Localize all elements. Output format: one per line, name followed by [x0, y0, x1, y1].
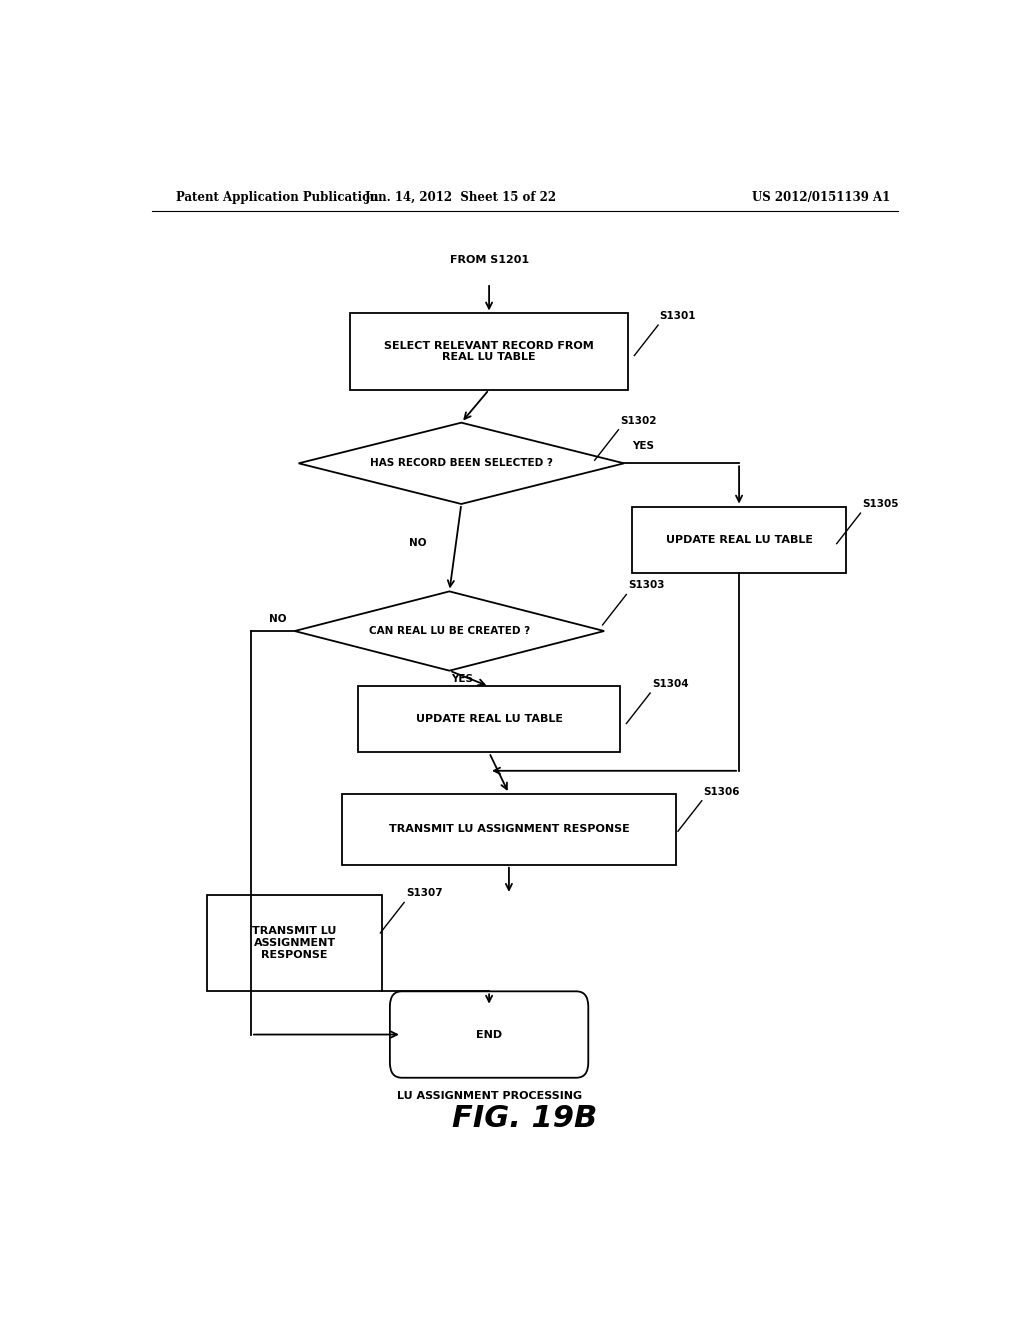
FancyBboxPatch shape	[207, 895, 382, 991]
Text: Jun. 14, 2012  Sheet 15 of 22: Jun. 14, 2012 Sheet 15 of 22	[366, 190, 557, 203]
Text: S1306: S1306	[703, 787, 740, 797]
Text: END: END	[476, 1030, 502, 1040]
Text: UPDATE REAL LU TABLE: UPDATE REAL LU TABLE	[416, 714, 562, 725]
Text: S1302: S1302	[620, 416, 656, 426]
Text: CAN REAL LU BE CREATED ?: CAN REAL LU BE CREATED ?	[369, 626, 530, 636]
Text: S1304: S1304	[652, 678, 688, 689]
Text: NO: NO	[409, 537, 426, 548]
Text: FROM S1201: FROM S1201	[450, 255, 528, 265]
Text: TRANSMIT LU ASSIGNMENT RESPONSE: TRANSMIT LU ASSIGNMENT RESPONSE	[388, 824, 630, 834]
FancyBboxPatch shape	[632, 507, 846, 573]
FancyBboxPatch shape	[350, 313, 628, 389]
Text: YES: YES	[632, 441, 654, 451]
Text: YES: YES	[452, 673, 473, 684]
Text: US 2012/0151139 A1: US 2012/0151139 A1	[752, 190, 890, 203]
Text: Patent Application Publication: Patent Application Publication	[176, 190, 378, 203]
Text: HAS RECORD BEEN SELECTED ?: HAS RECORD BEEN SELECTED ?	[370, 458, 553, 469]
Text: SELECT RELEVANT RECORD FROM
REAL LU TABLE: SELECT RELEVANT RECORD FROM REAL LU TABL…	[384, 341, 594, 362]
FancyBboxPatch shape	[390, 991, 588, 1077]
Text: S1301: S1301	[659, 312, 696, 321]
Polygon shape	[299, 422, 624, 504]
Text: NO: NO	[269, 614, 287, 624]
Text: S1303: S1303	[628, 581, 665, 590]
Text: TRANSMIT LU
ASSIGNMENT
RESPONSE: TRANSMIT LU ASSIGNMENT RESPONSE	[253, 927, 337, 960]
FancyBboxPatch shape	[342, 793, 676, 865]
Polygon shape	[295, 591, 604, 671]
Text: LU ASSIGNMENT PROCESSING: LU ASSIGNMENT PROCESSING	[396, 1090, 582, 1101]
Text: UPDATE REAL LU TABLE: UPDATE REAL LU TABLE	[666, 535, 813, 545]
Text: S1307: S1307	[406, 888, 442, 899]
Text: FIG. 19B: FIG. 19B	[453, 1105, 597, 1134]
Text: S1305: S1305	[862, 499, 899, 510]
FancyBboxPatch shape	[358, 686, 621, 752]
